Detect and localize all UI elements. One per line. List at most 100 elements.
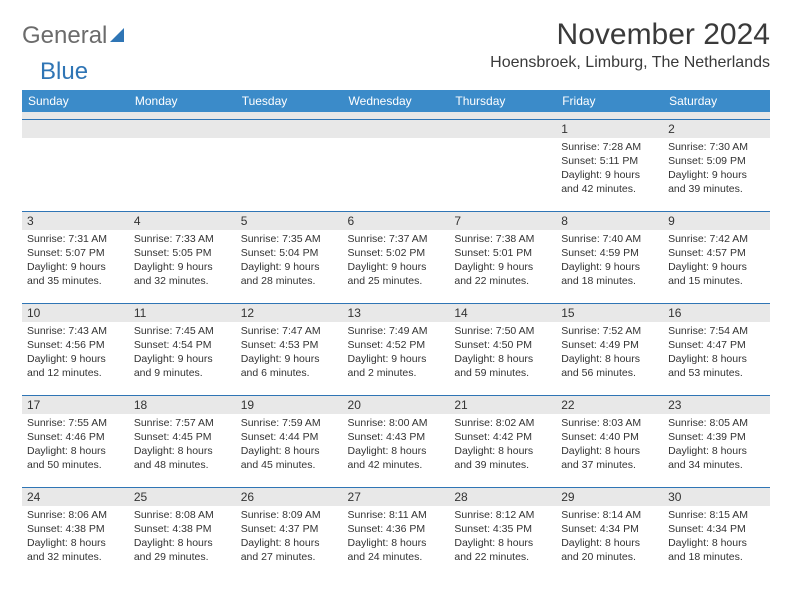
week-row: 24Sunrise: 8:06 AMSunset: 4:38 PMDayligh… <box>22 487 770 579</box>
week-row: 10Sunrise: 7:43 AMSunset: 4:56 PMDayligh… <box>22 303 770 395</box>
weekday-header: Thursday <box>449 90 556 112</box>
day-number: 20 <box>343 396 450 414</box>
day-cell: 17Sunrise: 7:55 AMSunset: 4:46 PMDayligh… <box>22 395 129 487</box>
day-details: Sunrise: 7:35 AMSunset: 5:04 PMDaylight:… <box>236 230 343 293</box>
day-details: Sunrise: 8:12 AMSunset: 4:35 PMDaylight:… <box>449 506 556 569</box>
day-number: 15 <box>556 304 663 322</box>
day-details: Sunrise: 7:43 AMSunset: 4:56 PMDaylight:… <box>22 322 129 385</box>
day-cell: 19Sunrise: 7:59 AMSunset: 4:44 PMDayligh… <box>236 395 343 487</box>
day-cell: 30Sunrise: 8:15 AMSunset: 4:34 PMDayligh… <box>663 487 770 579</box>
day-details: Sunrise: 7:47 AMSunset: 4:53 PMDaylight:… <box>236 322 343 385</box>
logo: General <box>22 18 126 50</box>
day-cell: 2Sunrise: 7:30 AMSunset: 5:09 PMDaylight… <box>663 119 770 211</box>
day-number: 26 <box>236 488 343 506</box>
day-cell: 15Sunrise: 7:52 AMSunset: 4:49 PMDayligh… <box>556 303 663 395</box>
day-cell: 9Sunrise: 7:42 AMSunset: 4:57 PMDaylight… <box>663 211 770 303</box>
day-cell: 25Sunrise: 8:08 AMSunset: 4:38 PMDayligh… <box>129 487 236 579</box>
day-cell: 13Sunrise: 7:49 AMSunset: 4:52 PMDayligh… <box>343 303 450 395</box>
day-number: 8 <box>556 212 663 230</box>
day-details: Sunrise: 8:15 AMSunset: 4:34 PMDaylight:… <box>663 506 770 569</box>
day-cell: 8Sunrise: 7:40 AMSunset: 4:59 PMDaylight… <box>556 211 663 303</box>
day-details: Sunrise: 8:09 AMSunset: 4:37 PMDaylight:… <box>236 506 343 569</box>
day-details: Sunrise: 7:33 AMSunset: 5:05 PMDaylight:… <box>129 230 236 293</box>
day-details: Sunrise: 7:50 AMSunset: 4:50 PMDaylight:… <box>449 322 556 385</box>
day-number: 18 <box>129 396 236 414</box>
weekday-header: Sunday <box>22 90 129 112</box>
day-number: 21 <box>449 396 556 414</box>
week-row: 3Sunrise: 7:31 AMSunset: 5:07 PMDaylight… <box>22 211 770 303</box>
weekday-header-row: SundayMondayTuesdayWednesdayThursdayFrid… <box>22 90 770 112</box>
day-cell <box>129 119 236 211</box>
day-number: 5 <box>236 212 343 230</box>
day-number: 17 <box>22 396 129 414</box>
day-number: 16 <box>663 304 770 322</box>
day-cell <box>236 119 343 211</box>
day-cell: 11Sunrise: 7:45 AMSunset: 4:54 PMDayligh… <box>129 303 236 395</box>
day-details: Sunrise: 7:52 AMSunset: 4:49 PMDaylight:… <box>556 322 663 385</box>
day-cell: 20Sunrise: 8:00 AMSunset: 4:43 PMDayligh… <box>343 395 450 487</box>
day-details: Sunrise: 7:42 AMSunset: 4:57 PMDaylight:… <box>663 230 770 293</box>
day-number: 3 <box>22 212 129 230</box>
day-number: 24 <box>22 488 129 506</box>
day-number: 14 <box>449 304 556 322</box>
day-details: Sunrise: 8:05 AMSunset: 4:39 PMDaylight:… <box>663 414 770 477</box>
day-cell <box>22 119 129 211</box>
weekday-header: Monday <box>129 90 236 112</box>
day-number: 25 <box>129 488 236 506</box>
day-number: 10 <box>22 304 129 322</box>
day-cell: 23Sunrise: 8:05 AMSunset: 4:39 PMDayligh… <box>663 395 770 487</box>
title-block: November 2024 Hoensbroek, Limburg, The N… <box>490 18 770 72</box>
day-cell: 16Sunrise: 7:54 AMSunset: 4:47 PMDayligh… <box>663 303 770 395</box>
day-cell: 7Sunrise: 7:38 AMSunset: 5:01 PMDaylight… <box>449 211 556 303</box>
day-cell: 1Sunrise: 7:28 AMSunset: 5:11 PMDaylight… <box>556 119 663 211</box>
day-details: Sunrise: 7:30 AMSunset: 5:09 PMDaylight:… <box>663 138 770 201</box>
day-cell: 27Sunrise: 8:11 AMSunset: 4:36 PMDayligh… <box>343 487 450 579</box>
logo-word2: Blue <box>40 58 88 85</box>
weekday-header: Saturday <box>663 90 770 112</box>
day-details: Sunrise: 7:28 AMSunset: 5:11 PMDaylight:… <box>556 138 663 201</box>
day-cell: 29Sunrise: 8:14 AMSunset: 4:34 PMDayligh… <box>556 487 663 579</box>
day-number: 28 <box>449 488 556 506</box>
day-number: 1 <box>556 120 663 138</box>
day-cell <box>449 119 556 211</box>
day-details: Sunrise: 7:57 AMSunset: 4:45 PMDaylight:… <box>129 414 236 477</box>
day-details: Sunrise: 7:31 AMSunset: 5:07 PMDaylight:… <box>22 230 129 293</box>
day-details: Sunrise: 7:54 AMSunset: 4:47 PMDaylight:… <box>663 322 770 385</box>
day-cell: 5Sunrise: 7:35 AMSunset: 5:04 PMDaylight… <box>236 211 343 303</box>
day-details: Sunrise: 7:45 AMSunset: 4:54 PMDaylight:… <box>129 322 236 385</box>
day-cell: 24Sunrise: 8:06 AMSunset: 4:38 PMDayligh… <box>22 487 129 579</box>
logo-word1: General <box>22 22 107 50</box>
location-text: Hoensbroek, Limburg, The Netherlands <box>490 54 770 72</box>
day-details: Sunrise: 8:14 AMSunset: 4:34 PMDaylight:… <box>556 506 663 569</box>
day-number: 7 <box>449 212 556 230</box>
day-details: Sunrise: 8:06 AMSunset: 4:38 PMDaylight:… <box>22 506 129 569</box>
day-details: Sunrise: 8:03 AMSunset: 4:40 PMDaylight:… <box>556 414 663 477</box>
day-details: Sunrise: 8:00 AMSunset: 4:43 PMDaylight:… <box>343 414 450 477</box>
calendar-page: General November 2024 Hoensbroek, Limbur… <box>0 0 792 589</box>
day-cell: 6Sunrise: 7:37 AMSunset: 5:02 PMDaylight… <box>343 211 450 303</box>
day-number: 22 <box>556 396 663 414</box>
day-number: 6 <box>343 212 450 230</box>
day-number: 4 <box>129 212 236 230</box>
day-number: 27 <box>343 488 450 506</box>
day-details: Sunrise: 7:38 AMSunset: 5:01 PMDaylight:… <box>449 230 556 293</box>
day-cell: 26Sunrise: 8:09 AMSunset: 4:37 PMDayligh… <box>236 487 343 579</box>
day-details: Sunrise: 8:08 AMSunset: 4:38 PMDaylight:… <box>129 506 236 569</box>
calendar-grid: SundayMondayTuesdayWednesdayThursdayFrid… <box>22 90 770 579</box>
weekday-header: Wednesday <box>343 90 450 112</box>
day-details: Sunrise: 7:49 AMSunset: 4:52 PMDaylight:… <box>343 322 450 385</box>
day-cell: 14Sunrise: 7:50 AMSunset: 4:50 PMDayligh… <box>449 303 556 395</box>
logo-triangle-icon <box>110 28 124 42</box>
day-cell: 3Sunrise: 7:31 AMSunset: 5:07 PMDaylight… <box>22 211 129 303</box>
day-number: 29 <box>556 488 663 506</box>
day-details: Sunrise: 8:02 AMSunset: 4:42 PMDaylight:… <box>449 414 556 477</box>
day-cell: 28Sunrise: 8:12 AMSunset: 4:35 PMDayligh… <box>449 487 556 579</box>
day-number: 19 <box>236 396 343 414</box>
day-number: 12 <box>236 304 343 322</box>
week-row: 1Sunrise: 7:28 AMSunset: 5:11 PMDaylight… <box>22 119 770 211</box>
day-number: 2 <box>663 120 770 138</box>
day-number: 9 <box>663 212 770 230</box>
day-number: 23 <box>663 396 770 414</box>
day-cell: 10Sunrise: 7:43 AMSunset: 4:56 PMDayligh… <box>22 303 129 395</box>
day-details: Sunrise: 7:55 AMSunset: 4:46 PMDaylight:… <box>22 414 129 477</box>
